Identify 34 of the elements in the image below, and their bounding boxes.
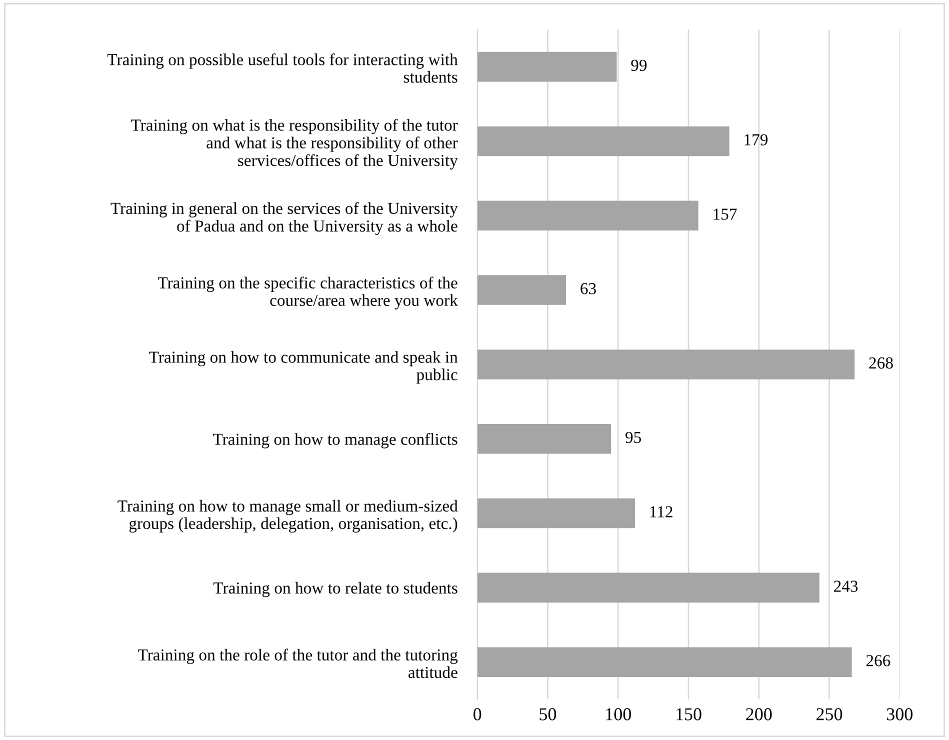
x-tick-label: 50 [540, 708, 556, 720]
x-tick-label: 200 [746, 708, 772, 720]
data-label: 179 [744, 134, 768, 146]
y-tick-label: Training on the specific characteristics of the course/area where you work [158, 276, 458, 310]
bar [477, 647, 852, 677]
bar [477, 350, 855, 380]
y-tick-label: Training on what is the responsibility of the tutor and what is the responsibility of other services/offices of the University [131, 118, 458, 170]
bar [477, 498, 636, 528]
x-tick-label: 100 [606, 708, 631, 720]
y-tick-label: Training on how to manage small or medium-sized groups (leadership, delegation, organisation, etc.) [118, 500, 458, 533]
x-tick-label: 250 [816, 708, 842, 720]
data-label: 99 [631, 60, 647, 71]
bar [477, 52, 617, 82]
y-tick-label: Training on how to manage conflicts [213, 432, 458, 448]
x-tick-label: 150 [676, 708, 702, 720]
bar [477, 126, 730, 156]
y-tick-label: Training on possible useful tools for interacting with students [107, 53, 458, 83]
data-label: 63 [580, 283, 596, 294]
y-tick-label: Training on how to communicate and speak in public [149, 351, 458, 384]
data-label: 157 [714, 208, 737, 220]
data-label: 112 [650, 506, 672, 518]
bar [477, 424, 612, 454]
bar [477, 572, 820, 603]
x-tick-label: 300 [886, 708, 913, 720]
y-tick-label: Training on the role of the tutor and the tutoring attitude [138, 648, 458, 678]
bar [477, 200, 698, 231]
data-label: 95 [626, 432, 641, 444]
data-label: 266 [866, 655, 890, 666]
data-label: 268 [869, 357, 893, 369]
y-tick-label: Training on how to relate to students [213, 582, 458, 598]
bar [477, 275, 566, 305]
y-tick-label: Training in general on the services of the University of Padua and on the University as a whole [110, 202, 458, 236]
x-tick-label: 0 [474, 708, 482, 720]
data-label: 243 [834, 580, 858, 592]
